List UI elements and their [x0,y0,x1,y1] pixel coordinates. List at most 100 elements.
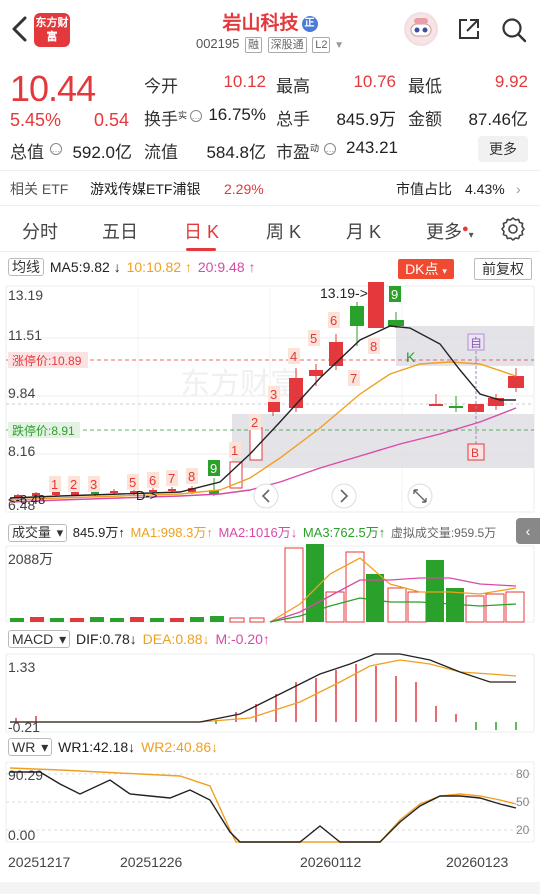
robot-icon [406,14,436,44]
market-cap-label: 总值 [10,143,44,162]
volume-value: 845.9万 [336,110,396,129]
virtual-volume: 虚拟成交量:959.5万 [390,526,497,540]
etf-share-label: 市值占比 [396,181,452,197]
chevron-down-icon[interactable]: ▼ [334,40,345,51]
watermark: 东方财富 [180,368,300,401]
back-arrow-icon[interactable] [8,14,32,44]
tab-weekly-k[interactable]: 周 K [266,222,302,242]
macd-dea-line [10,659,517,723]
volume-value: 845.9万↑ [72,525,125,540]
stock-code-line: 002195 融 深股通 L2 ▼ [0,36,540,53]
wr2-value: WR2:40.86↓ [141,739,219,755]
red-dot-icon: ● [462,223,469,235]
kline-chart[interactable]: 东方财富 涨停价:10.89 跌停价:8.91 13.19 11.51 9.84… [0,282,540,518]
macd-dif-line [10,653,516,723]
related-etf-bar[interactable]: 相关 ETF 游戏传媒ETF浦银 2.29% 市值占比 4.43% › [0,170,540,206]
tab-monthly-k[interactable]: 月 K [346,222,382,242]
wr-selector[interactable]: WR ▾ [8,738,53,756]
etf-pct: 2.29% [224,181,264,197]
info-circle-icon[interactable]: … [190,110,202,122]
collapse-panel-button[interactable]: ‹ [516,518,540,544]
more-button[interactable]: 更多 [478,136,528,162]
svg-text:5: 5 [310,331,317,346]
volume-chart: 2088万 [5,544,535,623]
last-price: 10.44 [10,68,96,109]
tag-margin: 融 [244,37,262,53]
y-axis-label: 11.51 [8,327,42,343]
wr1-value: WR1:42.18↓ [58,739,136,755]
ma5-line [9,325,516,499]
turnover-label: 换手实 [144,105,187,130]
svg-text:9: 9 [210,461,217,476]
ma10-line [9,361,517,501]
stock-code: 002195 [195,36,240,51]
svg-text:4: 4 [290,349,297,364]
gear-icon[interactable] [500,216,526,242]
change-amount: 0.54 [94,110,130,130]
tab-five-day[interactable]: 五日 [102,222,138,242]
search-icon[interactable] [500,16,528,44]
svg-text:7: 7 [168,471,175,486]
svg-text:6: 6 [330,313,337,328]
date-axis: 20251217 20251226 20260112 20260123 [0,848,540,878]
stock-title: 岩山科技 [222,13,299,34]
amount-value: 87.46亿 [468,110,528,129]
macd-selector[interactable]: MACD ▾ [8,630,71,648]
wr-axis-bottom: 0.00 [8,827,35,843]
y-axis-label: 8.16 [8,443,35,459]
volume-label: 总手 [276,110,310,129]
macd-axis-bottom: -0.21 [8,719,40,734]
tab-intraday[interactable]: 分时 [22,222,58,242]
dk-label: DK点 [405,261,439,277]
svg-text:8: 8 [188,469,195,484]
tab-more[interactable]: 更多●▾ [426,218,474,244]
d-marker: D-> [136,488,157,503]
pe-sup: 动 [310,143,320,154]
wr-selector-label: WR [12,739,36,755]
ma-selector[interactable]: 均线 [8,258,44,276]
pe-label: 市盈动 [276,138,319,163]
date-label: 20251217 [8,854,71,870]
volume-selector-label: 成交量 [12,525,52,540]
high-marker: 13.19-> [320,285,368,301]
wr-right-label: 80 [516,767,530,781]
volume-axis-top: 2088万 [8,551,53,567]
etf-share-value: 4.43% [465,181,505,197]
adjust-button[interactable]: 前复权 [474,258,532,280]
change-percent: 5.45% [10,110,62,130]
svg-text:2: 2 [70,477,77,492]
ma10-value: 10:10.82 ↑ [126,259,192,275]
tab-daily-k[interactable]: 日 K [184,222,220,242]
macd-dea: DEA:0.88↓ [142,631,210,647]
pe-label-text: 市盈 [276,143,310,162]
amount-label: 金额 [408,110,442,129]
etf-name: 游戏传媒ETF浦银 [90,181,201,197]
volume-bars [10,544,525,623]
float-cap-value: 584.8亿 [206,143,266,162]
tab-underline [186,248,216,251]
low-label: 最低 [408,77,442,96]
scroll-right-button[interactable] [331,483,357,509]
dk-point-button[interactable]: DK点 ▾ [398,259,454,279]
zoom-out-button[interactable] [407,483,433,509]
date-label: 20251226 [120,854,183,870]
volume-selector[interactable]: 成交量 ▾ [8,524,68,542]
info-circle-icon[interactable]: … [50,143,62,155]
scroll-left-button[interactable] [253,483,279,509]
y-axis-label: 9.84 [8,385,35,401]
top-header: 东方财富 岩山科技正 002195 融 深股通 L2 ▼ [0,0,540,60]
candles [14,282,524,500]
avatar[interactable] [404,12,438,46]
tab-more-label: 更多 [426,222,462,242]
ma20-line [9,407,517,503]
share-icon[interactable] [456,16,482,42]
k-marker: K [406,349,416,365]
vol-ma3: MA3:762.5万↑ [302,525,386,540]
ma-indicator-bar: 均线 MA5:9.82 ↓ 10:10.82 ↑ 20:9.48 ↑ [0,258,540,276]
info-circle-icon[interactable]: … [324,143,336,155]
macd-histogram [15,664,517,730]
svg-text:2: 2 [251,415,258,430]
period-tabs: 分时 五日 日 K 周 K 月 K 更多●▾ [0,208,540,252]
vol-ma1-line [269,557,517,623]
turnover-value: 16.75% [208,105,266,124]
